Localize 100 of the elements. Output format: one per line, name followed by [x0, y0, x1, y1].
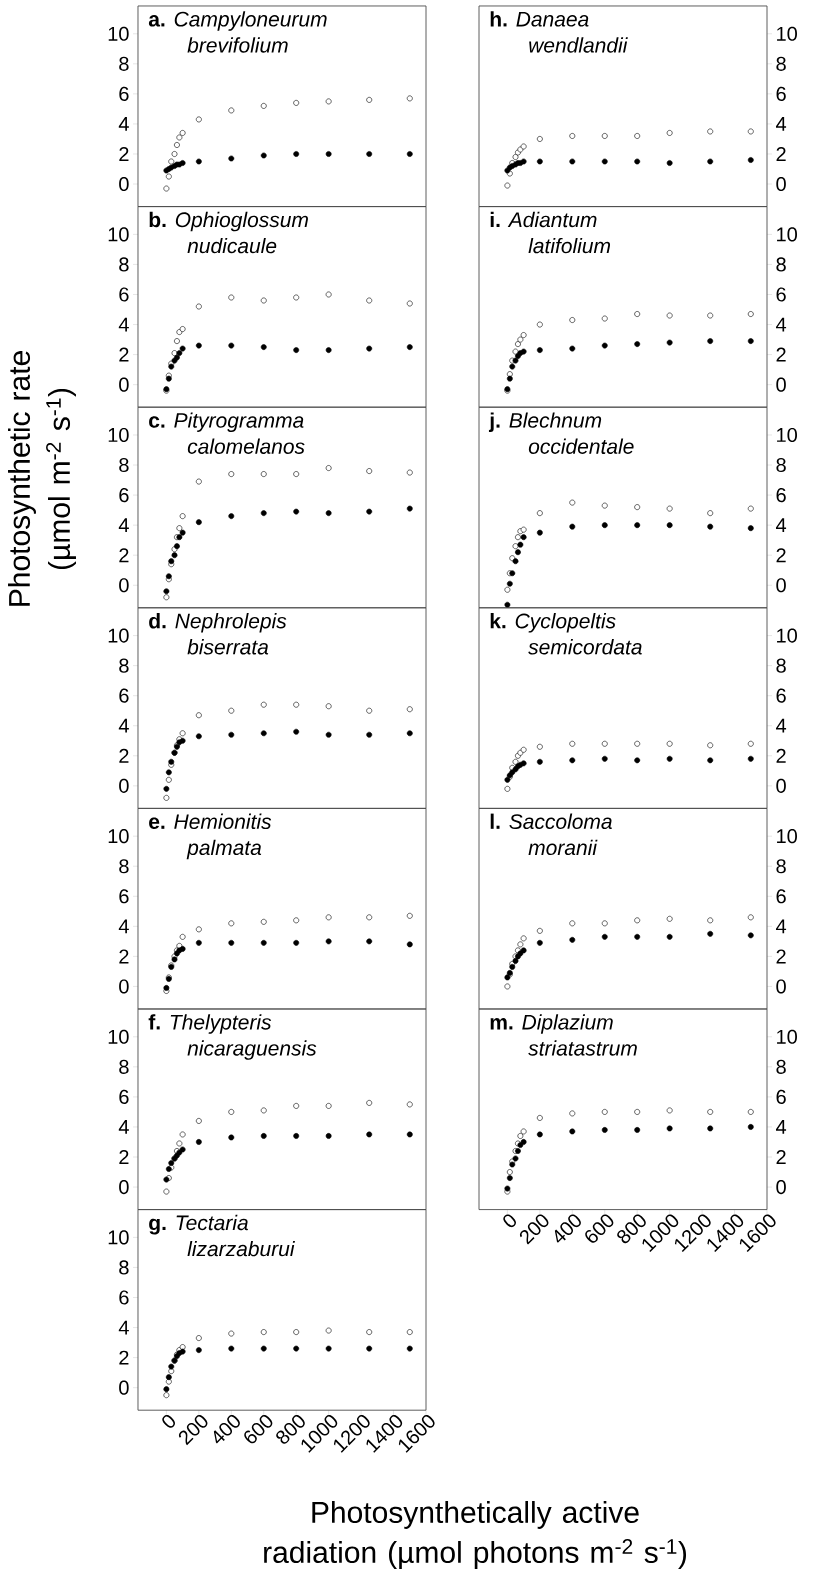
chart-title: k. Cyclopeltis — [490, 613, 616, 633]
y-tick-label: 0 — [776, 176, 786, 192]
y-tick-label: 2 — [776, 347, 786, 362]
y-tick-label: 4 — [118, 518, 129, 533]
y-tick-label: 0 — [776, 578, 786, 593]
y-tick-label: 4 — [776, 919, 787, 934]
y-tick-label: 0 — [119, 176, 129, 192]
text: striatastrum — [528, 1040, 637, 1056]
x-tick-label: 600 — [585, 1214, 614, 1243]
y-tick-label: 6 — [119, 889, 129, 904]
y-tick-label: 4 — [118, 1320, 129, 1335]
y-tick-label: 2 — [119, 1350, 129, 1365]
y-tick-label: 8 — [119, 859, 129, 874]
y-tick-label: 0 — [776, 377, 786, 392]
y-tick-label: 4 — [776, 718, 787, 733]
y-tick-label: 6 — [119, 86, 129, 101]
chart-title: l. Saccoloma — [490, 813, 612, 830]
y-tick-label: 2 — [119, 748, 129, 763]
x-tick-label: 400 — [213, 1415, 240, 1444]
y-tick-label: 10 — [777, 26, 797, 41]
y-tick-label: 6 — [776, 488, 786, 503]
y-tick-label: 8 — [776, 457, 786, 473]
y-tick-label: 8 — [119, 257, 129, 272]
text: wendlandii — [529, 37, 628, 53]
text: semicordata — [528, 639, 642, 655]
y-tick-label: 8 — [776, 658, 786, 673]
y-tick-label: 2 — [119, 347, 129, 362]
y-tick-label: 10 — [108, 227, 129, 242]
y-tick-label: 0 — [119, 1380, 129, 1395]
y-tick-label: 6 — [776, 287, 786, 302]
chart-title: i. Adiantum — [490, 211, 597, 228]
chart-title: a. Campyloneurum — [148, 11, 327, 31]
y-tick-label: 4 — [118, 1120, 129, 1134]
x-tick-label: 200 — [519, 1214, 549, 1245]
text: Photosynthetically active radiation (µmol photons m$^{-2}$ s$^{-1}$) — [264, 1501, 687, 1569]
y-tick-label: 8 — [119, 1260, 129, 1275]
y-tick-label: 0 — [119, 778, 129, 793]
y-tick-label: 4 — [776, 317, 787, 332]
chart-title: d. Nephrolepis — [149, 613, 287, 633]
chart-title: h. Danaea — [490, 11, 589, 27]
y-tick-label: 6 — [119, 688, 129, 703]
x-tick-label: 400 — [554, 1214, 581, 1243]
y-tick-label: 2 — [776, 548, 786, 563]
y-tick-label: 6 — [119, 287, 129, 302]
y-tick-label: 4 — [776, 1120, 787, 1134]
y-tick-label: 6 — [776, 688, 786, 703]
y-tick-label: 4 — [118, 718, 129, 733]
text: biserrata — [187, 639, 269, 655]
y-tick-label: 4 — [118, 117, 129, 131]
y-tick-label: 2 — [776, 1150, 786, 1164]
y-tick-label: 6 — [119, 1290, 129, 1305]
chart-title: e. Hemionitis — [149, 813, 272, 830]
text: calomelanos — [187, 438, 305, 454]
chart-title: g. Tectaria — [149, 1214, 248, 1235]
y-tick-label: 8 — [776, 257, 786, 272]
x-tick-label: 200 — [178, 1415, 208, 1446]
x-tick-label: 0 — [503, 1214, 516, 1228]
y-tick-label: 8 — [119, 1059, 129, 1074]
x-tick-label: 600 — [244, 1415, 273, 1444]
text: brevifolium — [187, 37, 288, 53]
x-tick-label: 0 — [162, 1415, 175, 1428]
chart-title: f. Thelypteris — [148, 1014, 272, 1034]
y-tick-label: 0 — [119, 1179, 129, 1195]
y-tick-label: 6 — [776, 889, 786, 904]
y-tick-label: 4 — [118, 317, 129, 332]
y-tick-label: 4 — [776, 117, 787, 131]
y-tick-label: 8 — [119, 658, 129, 673]
text: palmata — [186, 839, 262, 860]
y-tick-label: 10 — [108, 1029, 129, 1044]
y-tick-label: 2 — [776, 949, 786, 964]
y-tick-label: 2 — [776, 147, 786, 161]
y-tick-label: 8 — [119, 56, 129, 71]
y-tick-label: 10 — [777, 829, 797, 844]
y-tick-label: 4 — [776, 518, 787, 533]
chart-title: m. Diplazium — [490, 1014, 613, 1034]
text: latifolium — [528, 237, 611, 254]
y-tick-label: 0 — [119, 979, 129, 994]
y-tick-label: 0 — [119, 377, 129, 392]
y-tick-label: 8 — [776, 56, 786, 71]
y-tick-label: 2 — [119, 1150, 129, 1164]
text: moranii — [528, 839, 598, 856]
y-tick-label: 8 — [119, 457, 129, 473]
y-tick-label: 10 — [108, 628, 129, 643]
y-tick-label: 0 — [776, 1179, 786, 1195]
y-tick-label: 10 — [777, 628, 797, 643]
text: occidentale — [528, 438, 634, 454]
y-tick-label: 2 — [119, 147, 129, 161]
chart-title: c. Pityrogramma — [149, 412, 304, 432]
y-tick-label: 10 — [777, 427, 797, 443]
y-tick-label: 8 — [776, 859, 786, 874]
y-tick-label: 10 — [108, 1230, 129, 1245]
text: lizarzaburui — [187, 1240, 295, 1257]
y-tick-label: 0 — [119, 578, 129, 593]
y-tick-label: 6 — [119, 1089, 129, 1104]
y-tick-label: 6 — [776, 1089, 786, 1104]
y-tick-label: 2 — [119, 548, 129, 563]
text: nicaraguensis — [187, 1040, 317, 1060]
y-tick-label: 10 — [777, 227, 797, 242]
y-tick-label: 0 — [776, 778, 786, 793]
y-tick-label: 10 — [108, 427, 129, 443]
